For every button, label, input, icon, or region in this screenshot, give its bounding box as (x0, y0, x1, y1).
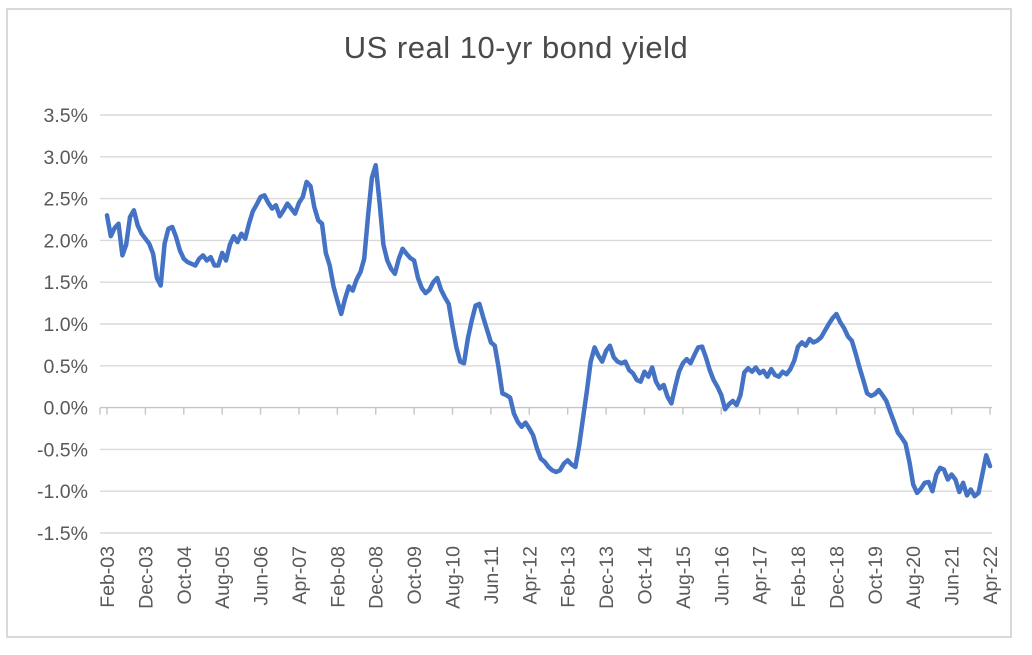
x-tick-label: Jun-06 (251, 546, 273, 606)
x-tick-label: Aug-15 (673, 546, 695, 609)
x-tick-label: Aug-20 (903, 546, 925, 609)
x-tick-label: Apr-22 (980, 546, 1002, 605)
y-tick-label: 0.5% (44, 356, 88, 378)
x-tick-label: Aug-10 (443, 546, 465, 609)
x-tick-label: Oct-09 (404, 546, 426, 605)
x-tick-label: Apr-17 (750, 546, 772, 605)
x-tick-label: Dec-03 (135, 546, 157, 609)
y-tick-label: -1.5% (37, 523, 88, 545)
x-tick-label: Dec-18 (826, 546, 848, 609)
y-tick-label: 3.5% (44, 105, 88, 127)
x-tick-label: Oct-19 (865, 546, 887, 605)
x-tick-label: Apr-07 (289, 546, 311, 605)
x-tick-label: Feb-18 (788, 546, 810, 608)
y-tick-label: 1.5% (44, 272, 88, 294)
x-tick-label: Aug-05 (212, 546, 234, 609)
x-tick-label: Feb-03 (97, 546, 119, 608)
x-tick-label: Feb-08 (327, 546, 349, 608)
x-tick-label: Dec-13 (596, 546, 618, 609)
y-tick-label: 2.0% (44, 230, 88, 252)
y-tick-label: -0.5% (37, 439, 88, 461)
x-tick-label: Jun-21 (942, 546, 964, 606)
x-tick-label: Jun-16 (711, 546, 733, 606)
x-tick-label: Feb-13 (558, 546, 580, 608)
x-tick-label: Oct-04 (174, 546, 196, 605)
y-tick-label: -1.0% (37, 481, 88, 503)
y-tick-label: 3.0% (44, 147, 88, 169)
x-tick-label: Jun-11 (481, 546, 503, 604)
series-line (104, 162, 993, 499)
chart-title: US real 10-yr bond yield (343, 30, 689, 65)
y-tick-label: 2.5% (44, 189, 88, 211)
x-tick-label: Apr-12 (519, 546, 541, 605)
y-tick-label: 1.0% (44, 314, 88, 336)
x-tick-label: Dec-08 (366, 546, 388, 609)
y-tick-label: 0.0% (44, 398, 88, 420)
x-tick-label: Oct-14 (634, 546, 656, 605)
